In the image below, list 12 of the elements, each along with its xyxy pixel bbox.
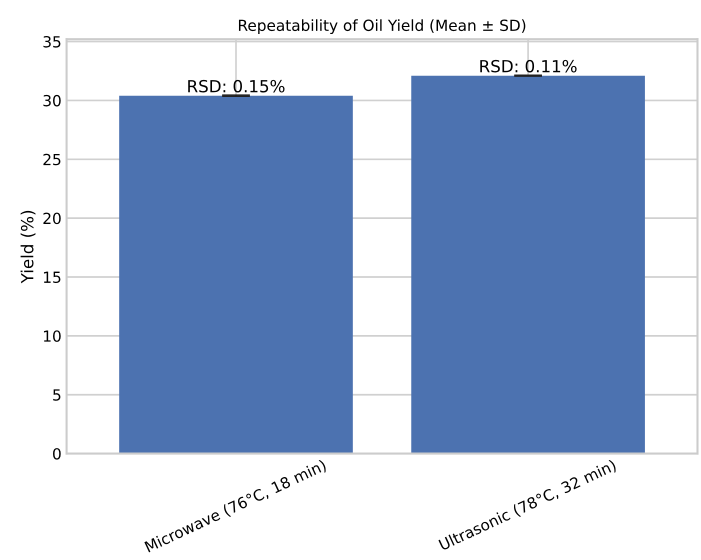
y-tick-label: 15 [44, 272, 60, 284]
y-axis-title: Yield (%) [20, 210, 36, 284]
annotation: RSD: 0.15% [188, 80, 285, 92]
y-tick-label: 25 [43, 154, 60, 166]
y-tick-label: 35 [43, 36, 60, 48]
y-tick-label: 5 [53, 389, 60, 401]
annotation: RSD: 0.11% [480, 60, 577, 72]
y-tick-label: 10 [44, 330, 61, 342]
y-tick-label: 30 [43, 94, 61, 106]
y-tick-label: 0 [53, 448, 61, 460]
chart-title: Repeatability of Oil Yield (Mean ± SD) [238, 19, 526, 34]
y-tick-label: 20 [43, 212, 61, 224]
